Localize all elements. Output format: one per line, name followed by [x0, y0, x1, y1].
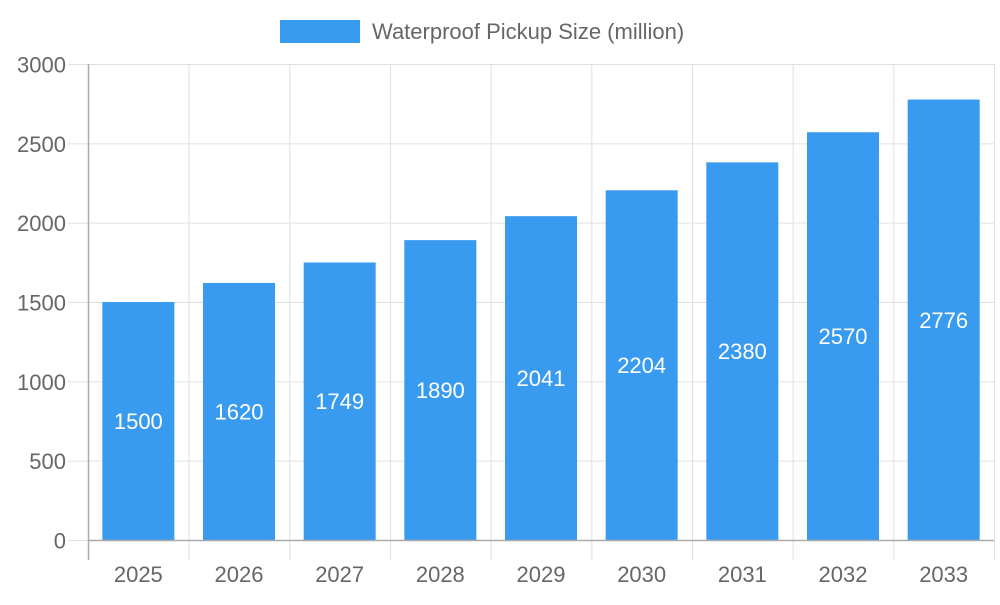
data-label: 1500 [114, 409, 163, 434]
data-label: 1749 [315, 389, 364, 414]
legend-swatch [280, 20, 360, 43]
y-tick-label: 1500 [17, 291, 66, 316]
x-tick-label: 2030 [617, 562, 666, 587]
x-tick-label: 2029 [517, 562, 566, 587]
bar [907, 99, 980, 541]
y-tick-label: 3000 [17, 53, 66, 78]
y-tick-label: 500 [29, 449, 66, 474]
x-tick-label: 2032 [819, 562, 868, 587]
bar [303, 262, 376, 540]
bars: 1500 1620 1749 1890 2041 2204 2380 2570 2776 [102, 99, 980, 541]
data-label: 2776 [919, 308, 968, 333]
x-tick-label: 2025 [114, 562, 163, 587]
data-label: 1890 [416, 378, 465, 403]
y-tick-label: 2500 [17, 132, 66, 157]
x-tick-label: 2033 [919, 562, 968, 587]
bar [203, 282, 275, 540]
y-tick-label: 1000 [17, 370, 66, 395]
bar [102, 302, 175, 540]
data-label: 1620 [215, 399, 264, 424]
bar [706, 162, 779, 540]
legend-label: Waterproof Pickup Size (million) [372, 19, 684, 44]
x-tick-label: 2028 [416, 562, 465, 587]
data-label: 2380 [718, 339, 767, 364]
bar [505, 216, 577, 541]
x-tick-label: 2027 [315, 562, 364, 587]
bar [807, 132, 879, 540]
x-tick-label: 2026 [215, 562, 264, 587]
legend[interactable]: Waterproof Pickup Size (million) [280, 19, 684, 44]
axes: 0 500 1000 1500 2000 2500 3000 2025 2026 2027 2028… [17, 53, 994, 587]
bar [404, 240, 477, 540]
y-tick-label: 2000 [17, 211, 66, 236]
bar [605, 190, 678, 541]
x-tick-label: 2031 [718, 562, 767, 587]
data-label: 2041 [517, 366, 566, 391]
data-label: 2570 [819, 324, 868, 349]
data-label: 2204 [617, 353, 666, 378]
y-tick-label: 0 [54, 529, 66, 554]
